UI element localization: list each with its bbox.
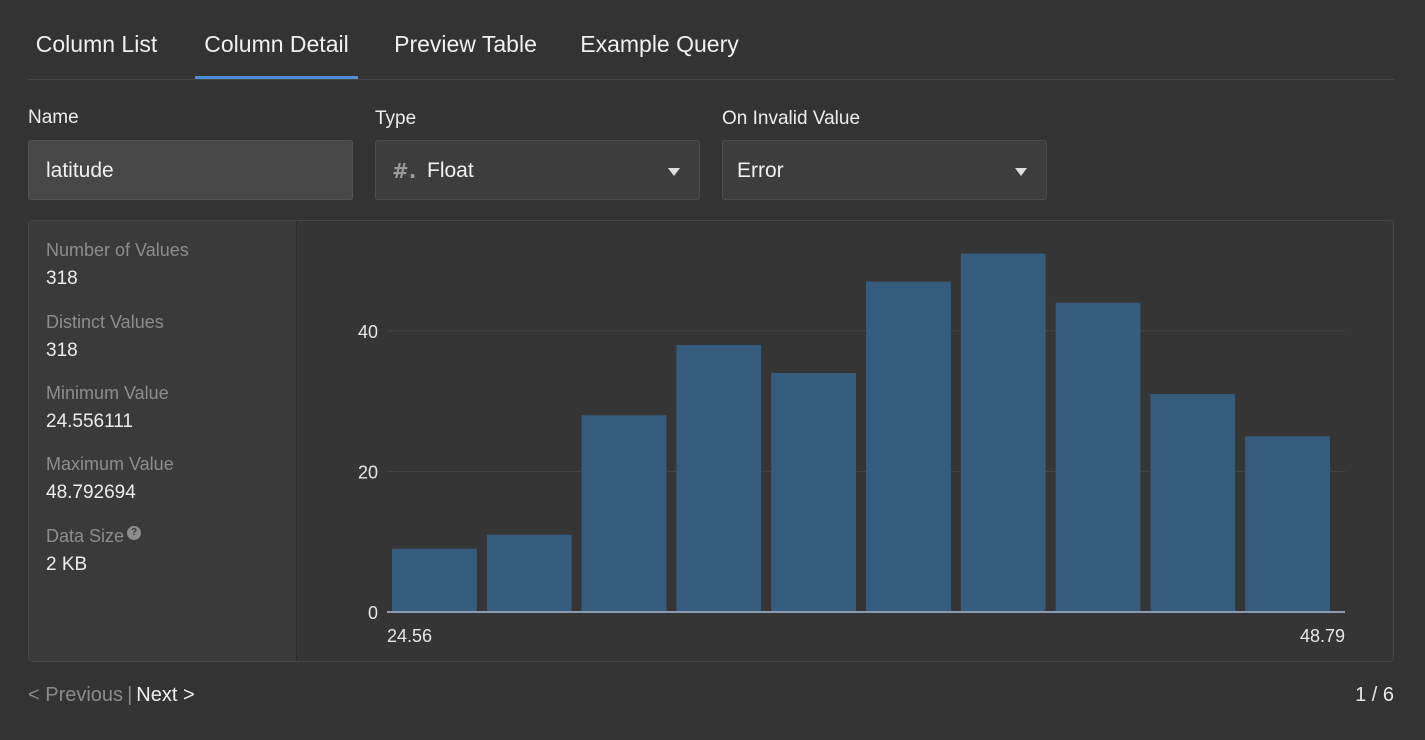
chart-x-ticks: 24.56 48.79: [387, 626, 1345, 646]
histogram-bar[interactable]: [866, 281, 951, 612]
chevron-down-icon: [668, 168, 680, 176]
stat-value-number-of-values: 318: [46, 268, 78, 289]
chevron-down-icon: [1015, 168, 1027, 176]
on-invalid-value: Error: [737, 159, 784, 182]
stat-value-distinct-values: 318: [46, 340, 78, 361]
page-indicator: 1 / 6: [1355, 684, 1394, 706]
histogram-bar[interactable]: [676, 344, 762, 612]
histogram-bar[interactable]: [392, 548, 477, 612]
histogram-bar[interactable]: [486, 534, 572, 612]
help-icon[interactable]: ?: [127, 526, 142, 540]
histogram-bar[interactable]: [771, 373, 856, 612]
stat-label-maximum-value: Maximum Value: [46, 454, 174, 474]
type-select[interactable]: #. Float: [375, 140, 700, 200]
tab-preview-table[interactable]: Preview Table: [394, 31, 537, 57]
x-tick-label: 24.56: [387, 626, 432, 646]
tab-column-list[interactable]: Column List: [35, 31, 158, 57]
type-label: Type: [375, 108, 417, 129]
next-button[interactable]: Next >: [136, 684, 195, 706]
stat-label-minimum-value: Minimum Value: [46, 383, 169, 403]
pager-separator: |: [127, 684, 133, 706]
name-value: latitude: [46, 159, 114, 182]
name-label: Name: [28, 107, 79, 128]
y-tick-label: 40: [358, 322, 378, 342]
data-size-label-text: Data Size: [46, 526, 125, 546]
type-value: Float: [427, 159, 474, 182]
column-detail-panel: Number of Values 318 Distinct Values 318…: [28, 220, 1394, 662]
tab-bar: Column List Column Detail Preview Table …: [28, 0, 1394, 80]
name-input[interactable]: latitude: [28, 140, 353, 200]
tab-column-detail[interactable]: Column Detail: [195, 0, 358, 79]
histogram-bar[interactable]: [581, 415, 667, 612]
stats-sidebar: Number of Values 318 Distinct Values 318…: [29, 221, 297, 661]
tab-example-query[interactable]: Example Query: [580, 31, 739, 57]
stat-value-data-size: 2 KB: [46, 554, 88, 575]
on-invalid-select[interactable]: Error: [722, 140, 1047, 200]
histogram-bar[interactable]: [1055, 302, 1141, 612]
histogram-bar[interactable]: [960, 253, 1046, 613]
previous-button[interactable]: < Previous: [28, 684, 124, 706]
stat-label-distinct-values: Distinct Values: [46, 312, 164, 332]
histogram-bar[interactable]: [1245, 436, 1330, 613]
on-invalid-label: On Invalid Value: [722, 108, 861, 129]
chart-bars: [387, 253, 1345, 613]
histogram-chart: 0 20 40 24.56 48.79: [358, 253, 1345, 646]
chart-y-ticks: 0 20 40: [358, 322, 378, 623]
y-tick-label: 20: [358, 462, 378, 482]
pagination: < Previous | Next >: [28, 684, 195, 707]
x-tick-label: 48.79: [1300, 626, 1345, 646]
stat-value-maximum-value: 48.792694: [46, 482, 136, 503]
histogram-bar[interactable]: [1150, 394, 1236, 612]
stat-label-number-of-values: Number of Values: [46, 240, 189, 260]
number-type-icon: #.: [392, 159, 417, 183]
stat-label-data-size: Data Size?: [46, 526, 142, 547]
y-tick-label: 0: [368, 603, 378, 623]
stat-value-minimum-value: 24.556111: [46, 411, 133, 432]
